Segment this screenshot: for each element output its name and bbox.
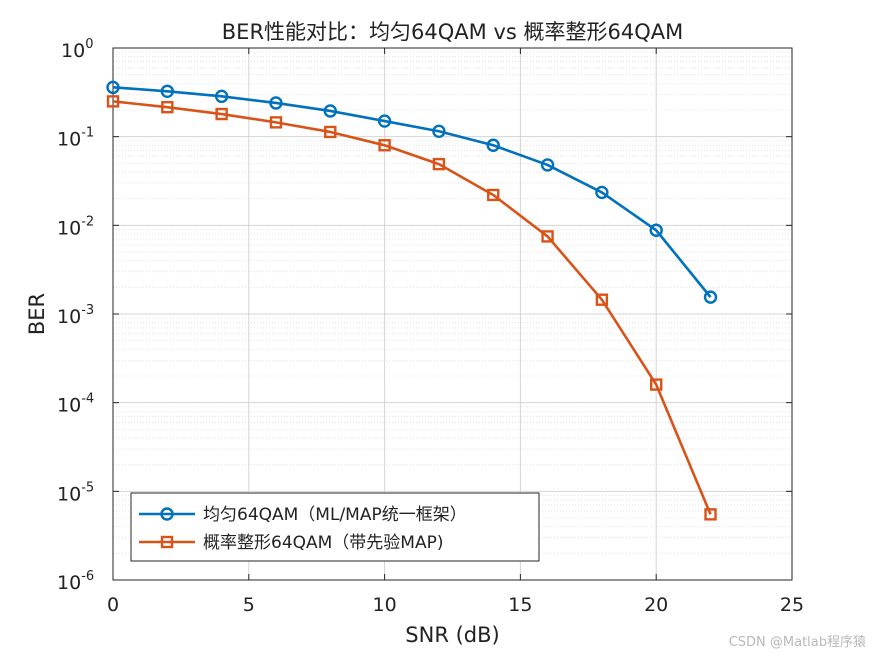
x-tick-label: 20 xyxy=(644,594,668,616)
data-point-circle xyxy=(214,89,229,104)
major-grid xyxy=(113,48,792,580)
series-line xyxy=(112,100,712,515)
data-point-square xyxy=(106,95,120,108)
x-axis-label: SNR (dB) xyxy=(405,623,499,647)
y-tick-label: 10-1 xyxy=(57,126,94,151)
axis-ticks: 0 5 10 15 20 25 100 10-1 10-2 10-3 10-4 10-5 10-6 xyxy=(57,37,804,616)
watermark: CSDN @Matlab程序猿 xyxy=(729,635,866,650)
y-axis-label: BER xyxy=(25,293,49,335)
data-point-circle xyxy=(486,138,500,152)
chart-title: BER性能对比：均匀64QAM vs 概率整形64QAM xyxy=(222,20,683,44)
data-point-square xyxy=(324,125,337,139)
series-line xyxy=(112,86,712,298)
data-point-circle xyxy=(703,290,718,304)
x-tick-label: 15 xyxy=(508,594,532,616)
data-point-circle xyxy=(160,84,175,98)
x-tick-label: 25 xyxy=(780,594,804,616)
data-point-circle xyxy=(323,104,337,118)
data-point-square xyxy=(378,139,391,152)
data-point-square xyxy=(650,378,663,391)
data-point-square xyxy=(541,230,554,243)
y-tick-label: 100 xyxy=(61,37,93,62)
legend-box xyxy=(130,492,540,562)
data-point-square xyxy=(487,188,500,202)
data-point-circle xyxy=(106,80,120,95)
data-point-square xyxy=(595,293,609,306)
y-tick-label: 10-4 xyxy=(57,392,94,417)
y-tick-label: 10-6 xyxy=(57,569,94,594)
legend-marker-circle xyxy=(160,507,174,521)
y-tick-label: 10-2 xyxy=(57,214,94,239)
data-point-circle xyxy=(540,158,555,172)
x-tick-label: 0 xyxy=(107,594,119,616)
data-point-square xyxy=(269,116,283,129)
series-layer xyxy=(106,80,718,521)
y-tick-label: 10-5 xyxy=(57,480,94,505)
minor-grid xyxy=(113,51,792,554)
x-tick-label: 5 xyxy=(243,594,255,616)
data-point-square xyxy=(704,508,717,521)
data-point-circle xyxy=(377,114,392,128)
data-point-circle xyxy=(432,124,446,138)
data-point-square xyxy=(215,107,228,121)
legend-label: 均匀64QAM（ML/MAP统一框架） xyxy=(203,505,467,525)
data-point-square xyxy=(161,100,174,114)
legend-label: 概率整形64QAM（带先验MAP) xyxy=(203,533,444,553)
legend-marker-square xyxy=(160,535,174,549)
y-tick-label: 10-3 xyxy=(57,303,94,328)
data-point-circle xyxy=(649,223,663,237)
data-point-square xyxy=(432,157,446,171)
x-tick-label: 10 xyxy=(373,594,397,616)
data-point-circle xyxy=(269,96,283,110)
legend: 均匀64QAM（ML/MAP统一框架） 概率整形64QAM（带先验MAP) xyxy=(130,492,540,562)
data-point-circle xyxy=(595,185,609,200)
